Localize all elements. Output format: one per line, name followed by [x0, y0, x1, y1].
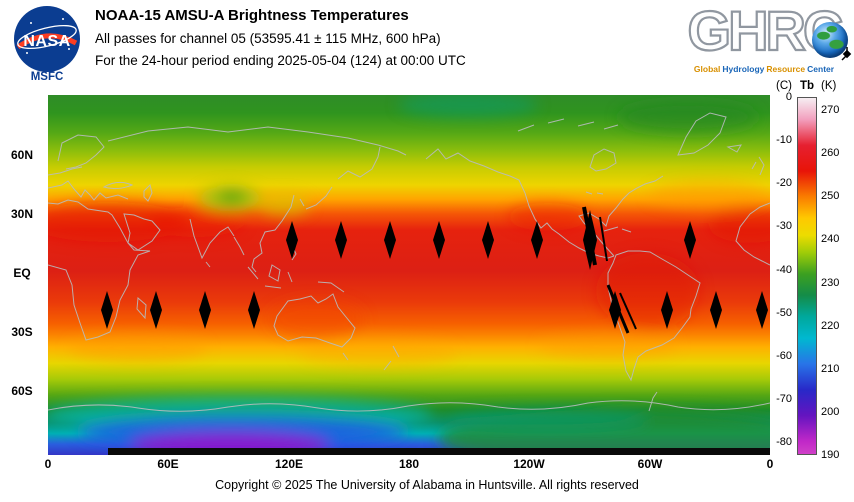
celsius-tick: -40 — [776, 263, 792, 276]
nasa-insignia-icon: NASA — [14, 6, 80, 72]
ghrc-tagline-word: Resource — [766, 64, 806, 74]
lat-tick-30n: 30N — [10, 207, 33, 221]
lon-tick-120e: 120E — [274, 457, 304, 471]
kelvin-tick: 230 — [821, 276, 840, 289]
lat-tick-30s: 30S — [11, 325, 33, 339]
kelvin-tick: 200 — [821, 405, 840, 418]
lon-tick-0w: 0 — [44, 457, 52, 471]
colorbar-title: Tb — [799, 80, 815, 92]
map-canvas — [48, 95, 770, 455]
colorbar-celsius-ticks: 0 -10 -20 -30 -40 -50 -60 -70 -80 — [752, 91, 792, 448]
kelvin-tick: 260 — [821, 147, 840, 160]
colorbar-unit-celsius: (C) — [776, 80, 792, 92]
celsius-tick: -70 — [776, 392, 792, 405]
lon-tick-0e: 0 — [766, 457, 774, 471]
kelvin-tick: 210 — [821, 362, 840, 375]
celsius-tick: -30 — [776, 220, 792, 233]
lon-tick-60w: 60W — [637, 457, 663, 471]
kelvin-tick: 240 — [821, 233, 840, 246]
ghrc-globe-icon — [812, 22, 848, 58]
celsius-tick: -60 — [776, 349, 792, 362]
title-block: NOAA-15 AMSU-A Brightness Temperatures A… — [95, 7, 466, 68]
lon-tick-60e: 60E — [157, 457, 179, 471]
lat-tick-60n: 60N — [10, 148, 33, 162]
subtitle-period: For the 24-hour period ending 2025-05-04… — [95, 53, 466, 68]
celsius-tick: -50 — [776, 306, 792, 319]
nasa-logo: NASA — [13, 5, 81, 73]
lon-tick-180: 180 — [398, 457, 420, 471]
brightness-temperature-map — [48, 95, 770, 455]
subtitle-channel: All passes for channel 05 (53595.41 ± 11… — [95, 31, 441, 46]
colorbar-unit-kelvin: (K) — [821, 80, 837, 92]
ghrc-tagline-word: Global — [693, 64, 721, 74]
colorbar-kelvin-ticks: 270 260 250 240 230 220 210 200 190 — [821, 104, 854, 461]
copyright-text: Copyright © 2025 The University of Alaba… — [215, 478, 639, 492]
celsius-tick: -10 — [776, 134, 792, 147]
bottom-nodata-strip — [108, 448, 770, 455]
ghrc-tagline-word: Hydrology — [722, 64, 765, 74]
celsius-tick: 0 — [785, 91, 792, 103]
celsius-tick: -80 — [776, 436, 792, 448]
kelvin-tick: 220 — [821, 319, 840, 332]
lon-tick-120w: 120W — [513, 457, 545, 471]
lat-tick-eq: EQ — [13, 266, 31, 280]
ghrc-tagline: Global Hydrology Resource Center — [678, 64, 850, 74]
ghrc-tagline-word: Center — [807, 64, 835, 74]
kelvin-tick: 270 — [821, 104, 840, 116]
kelvin-tick: 250 — [821, 190, 840, 203]
celsius-tick: -20 — [776, 177, 792, 190]
colorbar-gradient — [797, 97, 817, 455]
msfc-label: MSFC — [30, 71, 64, 83]
ghrc-logo: GHRC Global Hydrology Resource Center — [678, 0, 852, 74]
page-title: NOAA-15 AMSU-A Brightness Temperatures — [95, 7, 409, 24]
ghrc-satellite-icon — [841, 47, 852, 61]
nasa-wordmark: NASA — [23, 33, 70, 50]
kelvin-tick: 190 — [821, 449, 840, 461]
data-gap-diamonds — [101, 206, 768, 334]
lat-tick-60s: 60S — [11, 384, 33, 398]
